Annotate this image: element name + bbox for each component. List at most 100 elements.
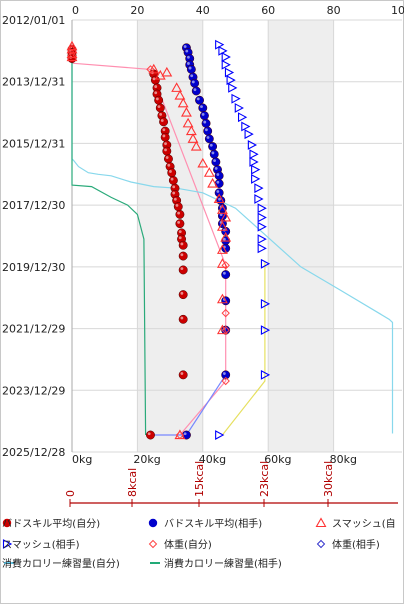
marker-circle: [211, 157, 221, 167]
marker-highlight: [190, 74, 194, 78]
marker-highlight: [178, 236, 182, 240]
marker-highlight: [155, 97, 159, 101]
data-point-red_circle: [168, 176, 178, 185]
marker-highlight: [187, 62, 190, 65]
marker-circle: [199, 111, 209, 121]
data-point-blue_tri: [247, 140, 258, 150]
legend-label: スマッシュ(自: [332, 517, 396, 530]
data-point-weight-self: [221, 376, 230, 386]
data-point-blue_tri: [249, 149, 259, 160]
marker-circle: [209, 149, 219, 159]
series-line-yellow_line: [221, 262, 266, 436]
marker-highlight: [164, 148, 167, 152]
marker-highlight: [165, 156, 169, 159]
marker-circle: [191, 86, 201, 96]
kg-tick-label: 20kg: [133, 453, 160, 466]
marker-circle: [168, 176, 178, 185]
legend-marker: [148, 539, 158, 549]
marker-circle: [154, 95, 164, 105]
marker-highlight: [183, 45, 187, 48]
marker-highlight: [203, 120, 207, 124]
data-point-red_tri: [177, 97, 189, 108]
data-point-blue_tri: [224, 67, 235, 78]
kcal-tick-label: 0: [64, 490, 77, 497]
data-point-red_circle: [178, 265, 188, 275]
kcal-tick-label: 8kcal: [126, 468, 139, 497]
marker-highlight: [191, 80, 195, 84]
data-point-red_tri: [213, 193, 225, 204]
data-point-blue_tri: [257, 234, 267, 245]
marker-circle: [178, 251, 188, 261]
marker-highlight: [201, 112, 205, 116]
legend-marker: [2, 518, 12, 528]
marker-highlight: [159, 112, 163, 116]
data-point-blue_tri: [215, 430, 225, 440]
data-point-red_circle: [178, 370, 188, 380]
data-point-red_circle: [160, 132, 170, 142]
marker-highlight: [222, 237, 226, 241]
marker-highlight: [187, 55, 190, 59]
marker-highlight: [193, 88, 197, 92]
marker-highlight: [178, 230, 182, 234]
data-point-blue_circle: [214, 188, 224, 198]
data-point-red_tri: [187, 133, 199, 143]
data-point-weight-self: [175, 430, 185, 440]
data-point-blue_tri: [234, 103, 244, 113]
data-point-red_tri: [197, 157, 209, 168]
marker-highlight: [172, 185, 176, 189]
data-point-red_circle: [178, 240, 188, 250]
legend-label: 消費カロリー練習量(自分): [2, 557, 120, 570]
marker-circle: [201, 118, 211, 128]
series-line-pink_line: [71, 62, 227, 436]
top-tick-label: 80: [327, 4, 341, 17]
marker-circle: [162, 146, 172, 156]
top-tick-label: 20: [130, 4, 144, 17]
legend-label: バドスキル平均(自分): [2, 517, 100, 530]
top-tick-label: 0: [72, 4, 79, 17]
marker-circle: [2, 518, 12, 528]
legend-marker: [148, 518, 158, 528]
marker-highlight: [169, 170, 172, 173]
marker-highlight: [177, 211, 181, 215]
marker-circle: [178, 314, 188, 324]
kg-tick-label: 40kg: [199, 453, 226, 466]
marker-highlight: [185, 49, 189, 53]
top-tick-label: 10: [391, 4, 404, 17]
series-line-green_line: [71, 44, 147, 436]
marker-highlight: [157, 105, 161, 109]
data-point-red_tri: [216, 204, 228, 214]
data-point-blue_tri: [254, 183, 264, 194]
data-point-blue_tri: [228, 82, 238, 93]
data-point-red_circle: [177, 228, 186, 238]
data-point-weight-self: [146, 65, 155, 74]
marker-highlight: [180, 316, 184, 320]
marker-highlight: [205, 128, 208, 132]
data-point-blue_tri: [254, 194, 264, 204]
data-point-blue_circle: [199, 111, 209, 121]
date-tick-label: 2015/12/31: [2, 137, 65, 150]
marker-circle: [204, 134, 214, 144]
data-point-blue_tri: [260, 298, 271, 309]
data-point-red_tri: [182, 117, 194, 128]
data-point-red_circle: [164, 154, 173, 164]
kg-tick-label: 80kg: [330, 453, 357, 466]
grid-band: [137, 20, 203, 452]
data-point-blue_circle: [221, 243, 231, 253]
data-point-blue_tri: [231, 93, 241, 104]
marker-highlight: [200, 105, 203, 109]
marker-circle: [190, 78, 200, 88]
kg-tick-label: 0kg: [72, 453, 92, 466]
marker-highlight: [147, 432, 151, 436]
data-point-red_tri: [181, 106, 192, 117]
marker-highlight: [218, 197, 221, 201]
data-point-red_tri: [216, 293, 228, 304]
marker-circle: [175, 209, 185, 219]
marker-circle: [208, 142, 218, 151]
data-point-red_circle: [160, 126, 170, 136]
data-point-blue_tri: [251, 164, 261, 175]
data-point-red_tri: [220, 231, 232, 242]
data-point-red_tri: [171, 82, 183, 92]
marker-circle: [178, 240, 188, 250]
marker-circle: [198, 103, 208, 113]
data-point-weight-self: [221, 261, 230, 270]
